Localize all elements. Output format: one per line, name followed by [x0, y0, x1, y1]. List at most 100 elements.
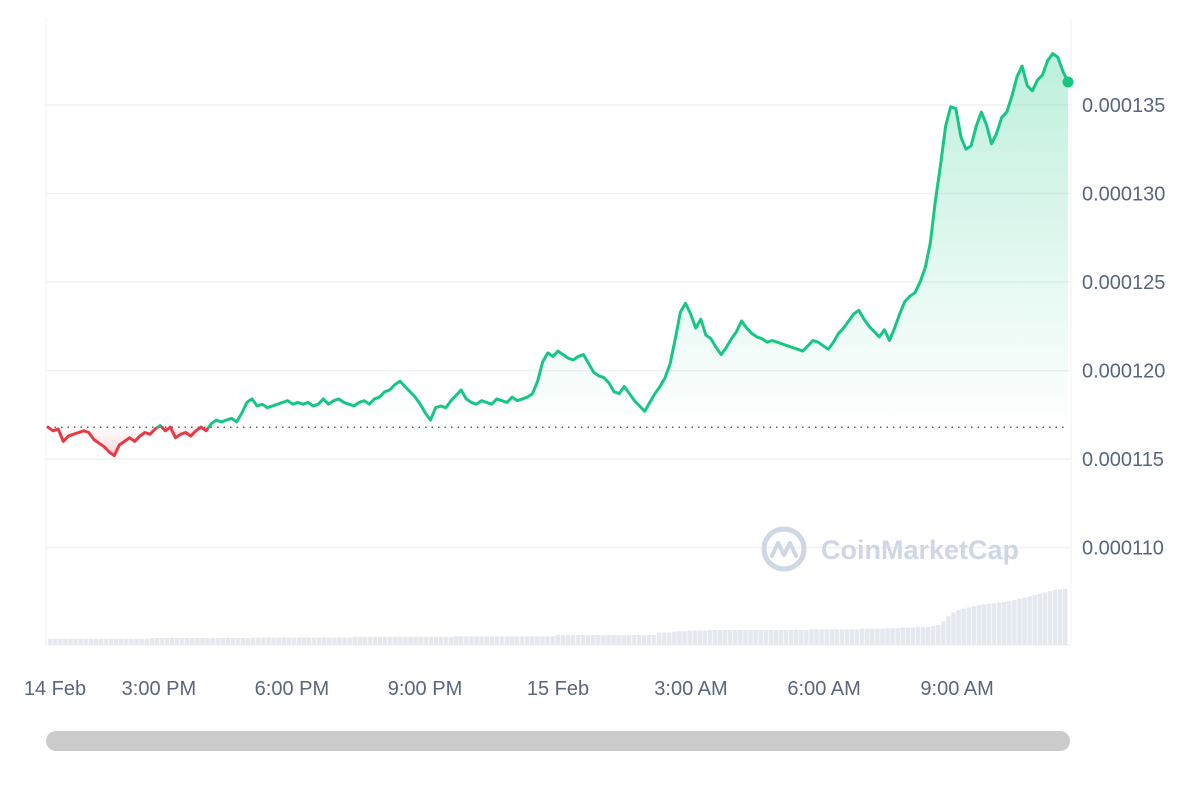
- volume-bar: [174, 638, 180, 646]
- volume-bar: [499, 636, 505, 645]
- volume-bar: [428, 636, 434, 646]
- volume-bar: [433, 636, 439, 646]
- volume-bar: [504, 636, 510, 645]
- volume-bar: [296, 637, 302, 645]
- watermark: CoinMarketCap: [761, 526, 1019, 572]
- volume-bars: [48, 588, 1068, 646]
- volume-bar: [895, 628, 900, 646]
- volume-bar: [235, 638, 241, 646]
- volume-bar: [316, 637, 322, 645]
- volume-bar: [256, 637, 261, 645]
- volume-bar: [159, 638, 165, 646]
- volume-bar: [1022, 597, 1027, 645]
- volume-bar: [403, 636, 408, 646]
- x-tick-label: 9:00 PM: [388, 678, 462, 700]
- volume-bar: [261, 637, 266, 645]
- volume-bar: [129, 638, 134, 645]
- volume-bar: [464, 636, 469, 645]
- volume-bar: [286, 637, 291, 645]
- volume-bar: [956, 610, 961, 645]
- volume-bar: [809, 629, 814, 646]
- volume-bar: [611, 635, 616, 645]
- volume-bar: [946, 616, 951, 645]
- volume-bar: [398, 636, 403, 646]
- volume-bar: [900, 627, 906, 645]
- watermark-text: CoinMarketCap: [821, 535, 1019, 565]
- volume-bar: [1027, 596, 1032, 645]
- latest-price-dot[interactable]: [1062, 76, 1074, 88]
- volume-bar: [763, 630, 768, 645]
- price-area: [48, 53, 1068, 456]
- volume-bar: [941, 621, 946, 645]
- volume-bar: [829, 629, 834, 646]
- volume-bar: [621, 635, 626, 645]
- volume-bar: [459, 636, 464, 645]
- volume-bar: [865, 628, 870, 645]
- volume-bar: [1007, 601, 1012, 645]
- volume-bar: [575, 635, 581, 645]
- volume-bar: [580, 635, 586, 645]
- volume-bar: [626, 635, 631, 645]
- volume-bar: [88, 638, 94, 645]
- volume-bar: [337, 637, 342, 645]
- volume-bar: [266, 637, 271, 645]
- volume-bar: [590, 635, 596, 645]
- volume-bar: [149, 638, 154, 646]
- volume-bar: [662, 632, 667, 645]
- volume-bar: [875, 628, 880, 645]
- y-tick-label: 0.000120: [1082, 361, 1165, 383]
- volume-bar: [327, 637, 332, 645]
- volume-bar: [890, 628, 895, 646]
- volume-bar: [185, 638, 190, 646]
- y-tick-label: 0.000115: [1082, 449, 1164, 471]
- x-tick-label: 14 Feb: [24, 678, 86, 700]
- volume-bar: [1012, 600, 1017, 645]
- volume-bar: [68, 638, 73, 645]
- volume-bar: [78, 638, 83, 645]
- volume-bar: [443, 636, 449, 646]
- volume-bar: [641, 635, 647, 645]
- volume-bar: [1052, 590, 1058, 645]
- volume-bar: [697, 630, 703, 645]
- volume-bar: [596, 635, 601, 645]
- x-tick-label: 3:00 AM: [654, 678, 727, 700]
- volume-bar: [271, 637, 276, 645]
- volume-bar: [367, 636, 373, 646]
- volume-bar: [205, 638, 210, 646]
- volume-bar: [677, 631, 682, 645]
- volume-bar: [915, 626, 921, 646]
- chart-range-scrollbar[interactable]: [46, 731, 1070, 751]
- volume-bar: [210, 638, 215, 646]
- volume-bar: [1032, 595, 1037, 645]
- volume-bar: [773, 630, 779, 645]
- volume-bar: [986, 603, 992, 645]
- x-tick-label: 3:00 PM: [122, 678, 196, 700]
- volume-bar: [646, 635, 652, 645]
- volume-bar: [717, 630, 723, 645]
- volume-bar: [230, 638, 236, 646]
- volume-bar: [849, 629, 855, 646]
- volume-bar: [1037, 593, 1043, 645]
- volume-bar: [494, 636, 500, 645]
- volume-bar: [306, 637, 312, 645]
- volume-bar: [859, 628, 865, 645]
- volume-bar: [1062, 588, 1068, 645]
- volume-bar: [489, 636, 494, 645]
- volume-bar: [453, 636, 459, 645]
- volume-bar: [783, 630, 789, 645]
- volume-bar: [438, 636, 444, 646]
- volume-bar: [58, 638, 63, 645]
- volume-bar: [788, 630, 794, 645]
- volume-bar: [545, 636, 550, 645]
- volume-bar: [768, 630, 774, 645]
- y-axis-ticks: 0.000110 0.000115 0.000120 0.000125 0.000130…: [1082, 95, 1165, 560]
- volume-bar: [692, 630, 697, 645]
- volume-bar: [382, 636, 388, 646]
- coinmarketcap-logo-icon: [761, 526, 807, 572]
- volume-bar: [991, 603, 997, 646]
- volume-bar: [1047, 591, 1053, 645]
- volume-bar: [682, 631, 687, 645]
- volume-bar: [179, 638, 185, 646]
- volume-bar: [119, 638, 124, 645]
